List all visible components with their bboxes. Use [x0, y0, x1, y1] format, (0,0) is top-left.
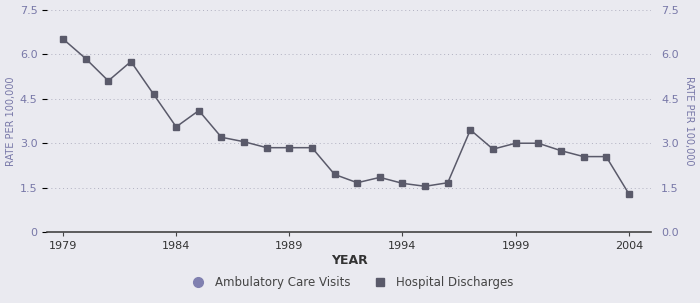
Y-axis label: RATE PER 100,000: RATE PER 100,000 [685, 76, 694, 166]
Y-axis label: RATE PER 100,000: RATE PER 100,000 [6, 76, 15, 166]
Legend: Ambulatory Care Visits, Hospital Discharges: Ambulatory Care Visits, Hospital Dischar… [182, 271, 518, 294]
X-axis label: YEAR: YEAR [331, 254, 368, 267]
